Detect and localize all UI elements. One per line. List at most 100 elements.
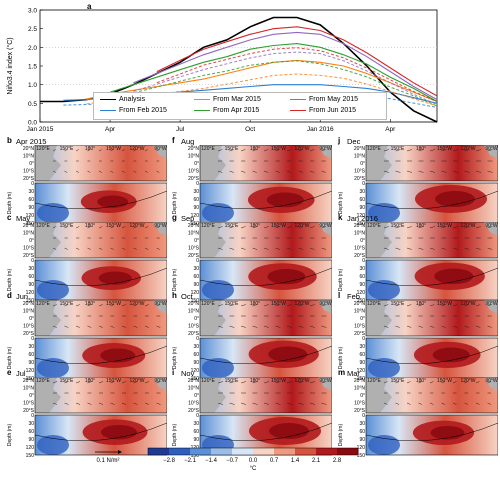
depth-tick-label: 60	[28, 352, 34, 358]
wind-arrow	[406, 149, 413, 152]
lon-tick-label: 180°	[85, 378, 95, 384]
lon-tick-label: 180°	[416, 301, 426, 307]
wind-arrow	[383, 304, 389, 307]
warm-core	[100, 348, 136, 363]
depth-tick-label: 150	[357, 453, 366, 459]
wind-arrow	[110, 381, 115, 384]
lat-tick-label: 10°S	[354, 324, 366, 330]
wind-arrow	[321, 170, 326, 173]
wind-arrow	[321, 226, 327, 229]
wind-arrow	[441, 226, 447, 229]
depth-tick-label: 90	[28, 282, 34, 288]
panel-letter: l	[338, 291, 341, 300]
lon-tick-label: 120°E	[36, 146, 50, 152]
depth-tick-label: 60	[193, 429, 199, 435]
land-mask	[484, 377, 498, 391]
wind-arrow	[441, 381, 446, 384]
wind-arrow	[240, 226, 246, 229]
lon-tick-label: 150°W	[437, 301, 452, 307]
lon-tick-label: 120°E	[201, 146, 215, 152]
wind-arrow	[133, 402, 138, 405]
depth-tick-label: 30	[359, 421, 365, 427]
depth-frame	[365, 414, 498, 456]
lat-tick-label: 20°N	[354, 146, 366, 152]
wind-arrow	[229, 304, 235, 307]
thermocline-contour	[34, 422, 167, 442]
lon-tick-label: 150°W	[271, 301, 286, 307]
wind-arrow	[429, 381, 434, 384]
wind-arrow	[252, 247, 258, 250]
panel-title: Sep	[181, 213, 195, 223]
depth-tick-label: 120	[191, 290, 200, 296]
depth-tick-label: 60	[359, 429, 365, 435]
panel-title: Jul	[16, 368, 26, 378]
depth-tick-label: 90	[193, 205, 199, 211]
wind-arrow	[229, 170, 234, 173]
depth-tick-label: 90	[359, 205, 365, 211]
lon-tick-label: 120°E	[36, 301, 50, 307]
lon-tick-label: 90°W	[485, 301, 498, 307]
lat-tick-label: 0°	[29, 316, 34, 322]
panel-title: Apr 2015	[16, 136, 47, 146]
depth-frame	[34, 414, 167, 456]
land-mask	[200, 300, 226, 336]
wind-arrow	[309, 149, 315, 152]
lat-tick-label: 20°S	[188, 331, 200, 337]
wind-arrow	[98, 304, 103, 307]
lat-tick-label: 10°N	[354, 309, 366, 315]
series-line-4	[133, 31, 438, 101]
depth-tick-label: 30	[28, 189, 34, 195]
wind-arrow	[156, 304, 161, 307]
depth-tick-label: 30	[359, 189, 365, 195]
panel-letter: m	[338, 368, 346, 377]
wind-arrow	[144, 226, 149, 229]
lon-tick-label: 120°E	[201, 378, 215, 384]
thermocline-contour	[199, 422, 332, 442]
wind-arrow	[144, 381, 150, 384]
wind-arrow	[263, 247, 269, 250]
lon-tick-label: 150°W	[271, 223, 286, 229]
wind-arrow	[75, 381, 81, 384]
thermocline-contour	[199, 345, 332, 365]
lon-tick-label: 120°E	[367, 301, 381, 307]
lon-tick-label: 180°	[250, 378, 260, 384]
lat-tick-label: 20°S	[188, 253, 200, 259]
legend-item: From Mar 2015	[194, 96, 261, 103]
land-mask	[366, 145, 392, 181]
lat-tick-label: 20°S	[354, 408, 366, 414]
depth-axis-label: Depth (m)	[7, 424, 13, 447]
wind-arrow	[298, 381, 304, 384]
wind-arrow	[452, 247, 458, 250]
lon-tick-label: 150°E	[60, 301, 74, 307]
wind-arrow	[406, 304, 412, 307]
lon-tick-label: 120°W	[294, 301, 309, 307]
series-dashed-4	[133, 51, 438, 105]
depth-tick-label: 90	[28, 360, 34, 366]
depth-tick-label: 60	[193, 352, 199, 358]
wind-arrow	[98, 402, 104, 405]
wind-arrow	[309, 170, 315, 173]
wind-arrow	[121, 402, 127, 405]
depth-tick-label: 150	[191, 453, 200, 459]
lon-tick-label: 120°E	[367, 378, 381, 384]
wind-arrow	[418, 247, 424, 250]
wind-arrow	[52, 247, 57, 250]
wind-arrow	[441, 170, 447, 173]
wind-arrow	[229, 149, 234, 152]
y-tick-label: 1.0	[28, 82, 37, 89]
map-frame	[199, 377, 332, 414]
depth-axis-label: Depth (m)	[338, 424, 344, 447]
x-tick-label: Oct	[245, 126, 255, 133]
panel-svg: 20°N 10°N0° 10°S20°S 120°E 150°E 180° 150°W 120…	[338, 145, 498, 227]
panel-letter: d	[7, 291, 12, 300]
wind-arrow	[298, 402, 304, 405]
legend-label: From May 2015	[309, 96, 359, 103]
wind-arrow	[64, 170, 68, 173]
wind-arrow	[156, 325, 161, 328]
wind-arrow	[464, 226, 470, 229]
depth-tick-label: 150	[191, 221, 200, 227]
depth-tick-label: 0	[196, 258, 199, 264]
wind-arrow	[121, 247, 126, 250]
map-frame	[365, 222, 498, 259]
legend-label: From Jun 2015	[309, 107, 357, 114]
